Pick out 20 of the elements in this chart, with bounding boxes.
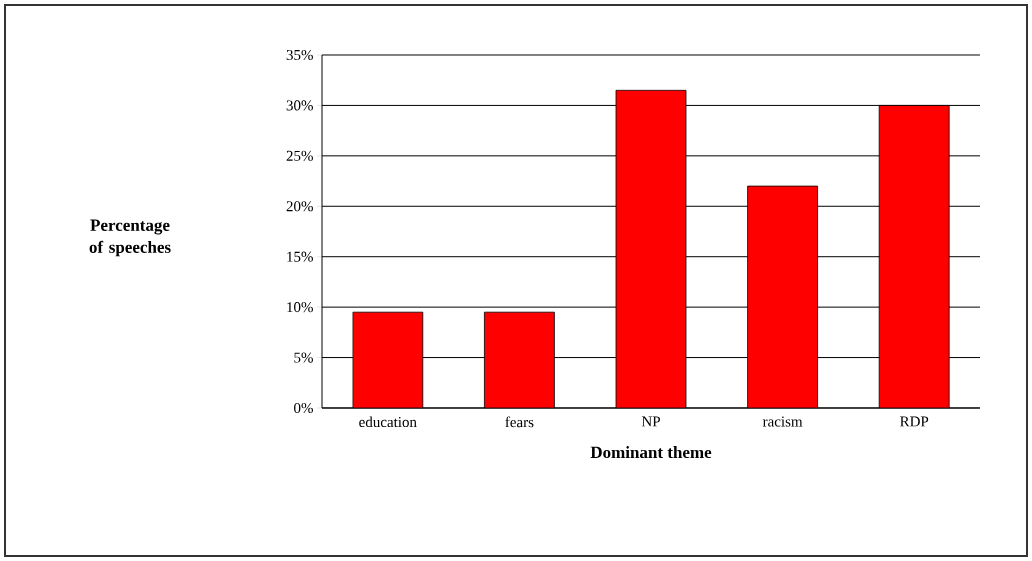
y-tick-label: 15% [287, 251, 313, 262]
bar [878, 105, 950, 408]
x-tick-label: fears [505, 416, 534, 428]
y-tick-label: 20% [286, 201, 313, 212]
bar [747, 185, 818, 408]
x-tick-label: racism [762, 416, 803, 427]
y-tick-label: 25% [286, 150, 313, 161]
bar [615, 89, 687, 408]
x-tick-label: RDP [900, 416, 929, 427]
x-axis-title: Dominant theme [590, 446, 712, 459]
y-tick-label: 10% [287, 302, 313, 313]
bar [352, 311, 424, 408]
y-tick-label: 35% [286, 49, 313, 61]
bar [484, 311, 555, 408]
text: Percentage of speeches [89, 219, 171, 257]
y-tick-label: 0% [294, 402, 313, 414]
y-tick-label: 30% [286, 100, 313, 111]
x-tick-label: education [359, 416, 417, 428]
y-tick-label: 5% [294, 352, 313, 363]
x-tick-label: NP [641, 416, 660, 427]
